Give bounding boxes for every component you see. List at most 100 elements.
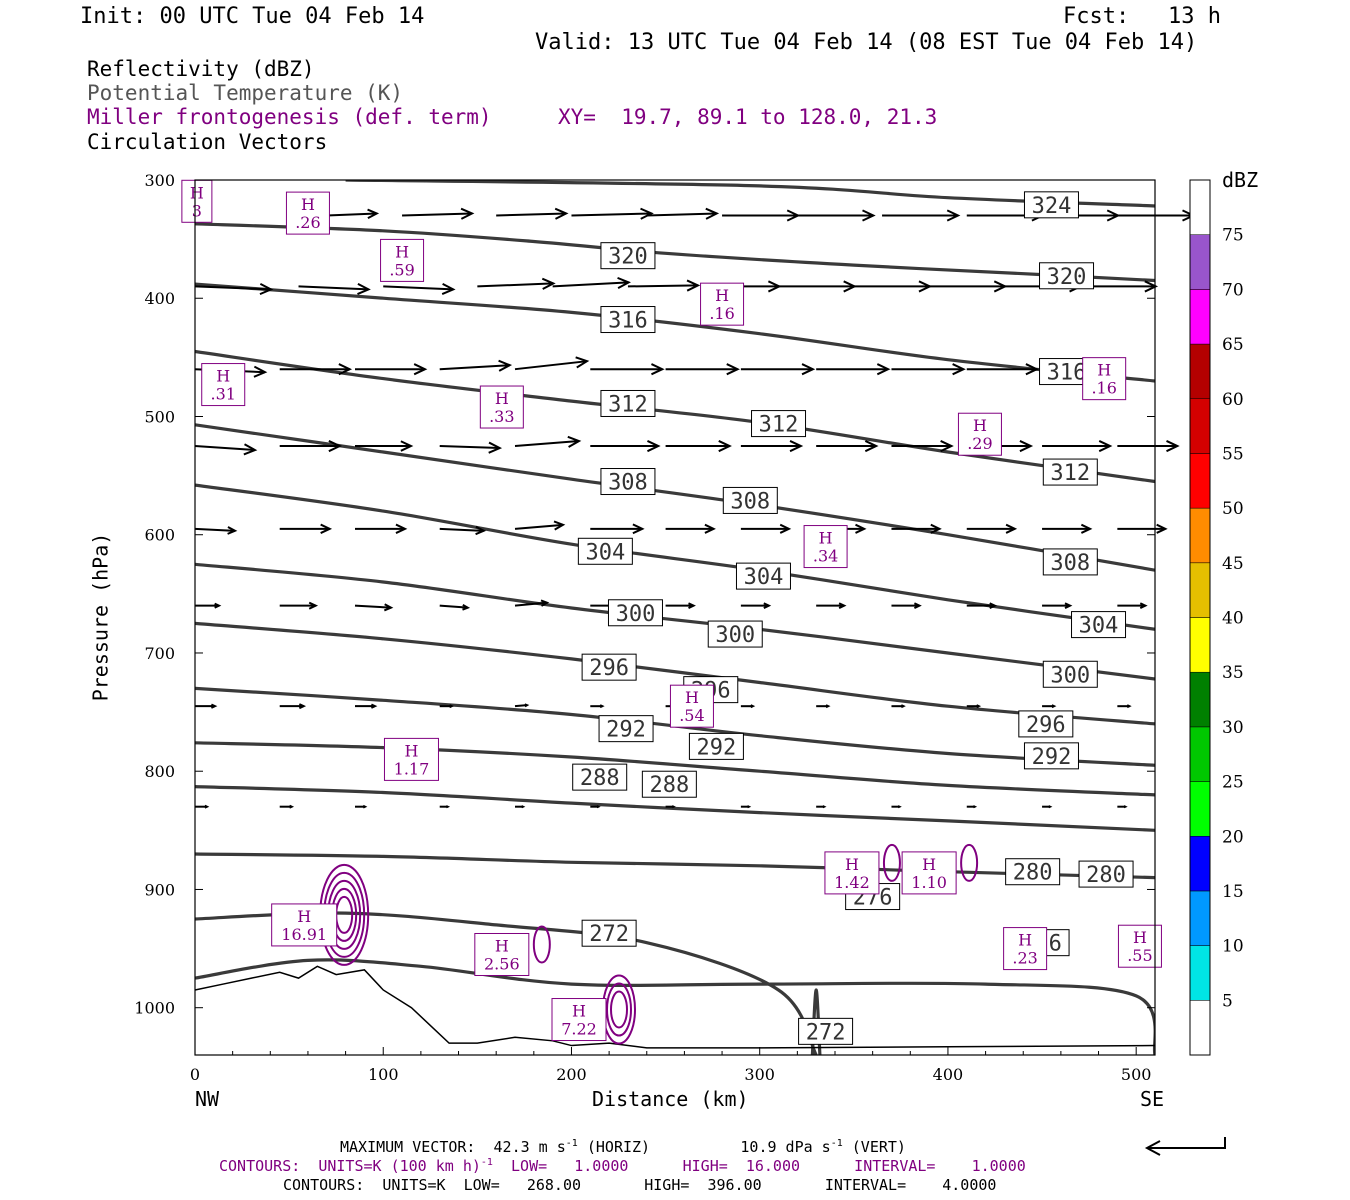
vector-head-5-4 xyxy=(540,599,550,607)
vector-head-2-6 xyxy=(726,363,740,376)
theta-label-box-316-2-0 xyxy=(600,306,656,334)
fronto-max-box-10 xyxy=(383,737,439,781)
vector-head-4-4 xyxy=(553,520,566,531)
theta-label-box-308-4-0 xyxy=(600,468,656,496)
vector-head-4-3 xyxy=(475,525,487,536)
theta-label-box-296-7-0 xyxy=(581,653,637,681)
theta-label-312-3-1: 312 xyxy=(759,413,799,438)
vector-head-0-2 xyxy=(554,207,569,220)
valid-time: Valid: 13 UTC Tue 04 Feb 14 (08 EST Tue … xyxy=(535,30,1198,55)
vector-head-7-2 xyxy=(362,804,368,809)
vector-head-2-5 xyxy=(651,363,665,376)
colorbar: 5 10 15 20 25 30 35 40 45 50 55 60 65 70 75 xyxy=(1189,179,1244,1056)
theta-label-box-300-6-1 xyxy=(707,620,763,648)
theta-contour-316-2 xyxy=(195,282,1155,383)
vector-head-2-10 xyxy=(1025,363,1040,376)
vector-head-4-12 xyxy=(1156,523,1168,534)
colorbar-label-35: 35 xyxy=(1222,663,1244,683)
fronto-max-label-6: H xyxy=(973,416,987,435)
vector-head-7-10 xyxy=(972,805,978,809)
theta-label-316-2-0: 316 xyxy=(608,309,648,334)
colorbar-segment-13 xyxy=(1189,289,1211,345)
max-vector-horiz-label: (HORIZ) xyxy=(586,1138,651,1156)
colorbar-segment-3 xyxy=(1189,836,1211,892)
theta-contour-300-6 xyxy=(195,562,1155,681)
field-frontogenesis: Miller frontogenesis (def. term) xyxy=(87,105,492,129)
theta-label-300-6-1: 300 xyxy=(715,623,755,648)
colorbar-label-60: 60 xyxy=(1222,390,1244,410)
theta-label-box-304-5-0 xyxy=(577,537,633,565)
vector-shaft-4-0 xyxy=(194,527,236,532)
fronto-max-value-9: .54 xyxy=(679,706,704,725)
vector-head-6-3 xyxy=(449,704,455,709)
vector-head-7-12 xyxy=(1123,805,1128,809)
x-label-nw: NW xyxy=(195,1087,220,1111)
theta-label-296-7-0: 296 xyxy=(589,656,629,681)
colorbar-segment-14 xyxy=(1189,234,1211,290)
fronto-max-value-6: .29 xyxy=(967,434,992,453)
vector-head-3-12 xyxy=(1166,440,1180,453)
fronto-max-label-13: H xyxy=(297,907,311,926)
vector-head-5-9 xyxy=(913,602,922,609)
theta-label-300-6-0: 300 xyxy=(616,602,656,627)
theta-label-304-5-0: 304 xyxy=(585,540,625,565)
fronto-max-box-12 xyxy=(901,851,957,895)
theta-contour-308-4 xyxy=(195,423,1155,572)
theta-label-box-300-6-2 xyxy=(1042,660,1098,688)
vector-shaft-1-1 xyxy=(298,285,369,291)
fronto-max-box-1 xyxy=(285,191,330,235)
theta-label-280-11-1: 280 xyxy=(1086,863,1126,888)
vector-head-7-9 xyxy=(897,805,902,809)
theta-label-296-7-2: 296 xyxy=(1026,713,1066,738)
vector-head-2-1 xyxy=(338,363,353,376)
fronto-max-box-11 xyxy=(824,851,880,895)
theta-label-272-14-1: 272 xyxy=(589,922,629,947)
vector-shaft-2-3 xyxy=(439,364,510,371)
theta-contours xyxy=(195,180,1155,1055)
reference-vector-shaft xyxy=(1147,1137,1226,1149)
theta-contour-276-13 xyxy=(195,958,1155,1055)
theta-contour-320-1 xyxy=(195,222,1155,283)
vector-head-3-9 xyxy=(940,440,954,453)
theta-label-box-304-5-2 xyxy=(1071,611,1127,639)
max-vector-vert-unit-exponent: -1 xyxy=(830,1138,843,1149)
vector-head-2-7 xyxy=(801,363,816,376)
vector-head-7-8 xyxy=(822,805,827,809)
theta-label-box-292-8-1 xyxy=(688,732,744,760)
fronto-max-label-17: H xyxy=(1133,928,1147,947)
theta-label-box-288-9-1 xyxy=(641,770,697,798)
colorbar-segment-2 xyxy=(1189,890,1211,946)
y-tick-label-500: 500 xyxy=(144,407,175,426)
theta-label-312-3-0: 312 xyxy=(608,392,648,417)
fronto-max-label-2: H xyxy=(395,242,409,261)
vector-head-7-5 xyxy=(596,805,601,809)
fronto-max-label-5: H xyxy=(495,389,509,408)
vector-head-4-7 xyxy=(779,523,792,534)
colorbar-segment-6 xyxy=(1189,671,1211,728)
x-tick-label-500: 500 xyxy=(1121,1065,1152,1084)
fronto-max-label-15: H xyxy=(572,1002,586,1021)
fronto-max-value-11: 1.42 xyxy=(834,873,870,892)
vector-head-3-11 xyxy=(1098,440,1113,453)
colorbar-segment-5 xyxy=(1189,726,1211,782)
vector-head-7-4 xyxy=(521,805,526,809)
vector-shaft-0-3 xyxy=(571,212,652,217)
fronto-contour-range: LOW= 1.0000 HIGH= 16.000 INTERVAL= 1.000… xyxy=(492,1157,1026,1175)
theta-contour-280-11 xyxy=(195,852,1155,880)
fronto-max-box-13 xyxy=(271,903,338,947)
x-label-se: SE xyxy=(1140,1087,1165,1111)
vector-shaft-3-4 xyxy=(514,440,580,448)
fronto-contour-13-1 xyxy=(335,895,354,934)
vector-shaft-1-0 xyxy=(194,285,272,291)
vector-head-4-5 xyxy=(632,523,645,535)
vector-shaft-3-3 xyxy=(439,445,500,450)
vector-head-1-5 xyxy=(686,279,701,292)
vector-head-0-3 xyxy=(640,207,654,220)
theta-label-box-320-1-0 xyxy=(600,242,656,270)
theta-label-box-296-7-2 xyxy=(1018,710,1074,738)
vector-shaft-5-2 xyxy=(354,604,392,609)
theta-contour-312-3 xyxy=(195,349,1155,484)
vector-head-6-1 xyxy=(298,703,307,710)
x-tick-label-400: 400 xyxy=(933,1065,964,1084)
